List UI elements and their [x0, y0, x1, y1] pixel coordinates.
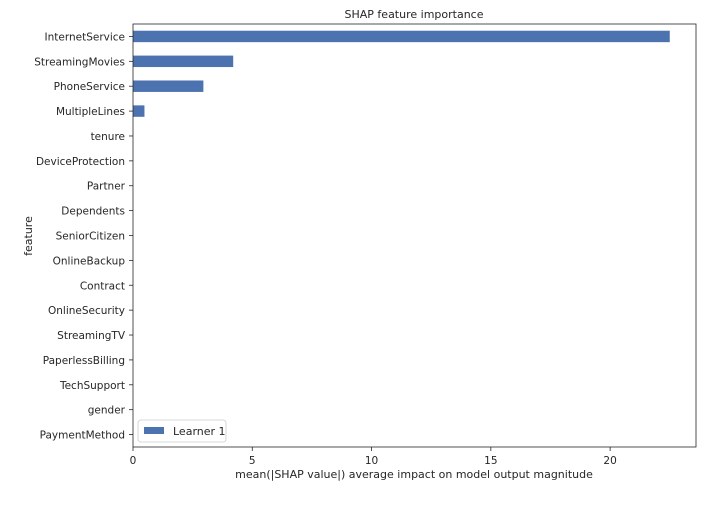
y-tick-label: Partner [87, 181, 126, 193]
y-axis-label: feature [22, 216, 35, 256]
x-tick-label: 15 [484, 455, 497, 467]
bar-MultipleLines [133, 105, 145, 117]
y-tick-label: OnlineSecurity [48, 305, 125, 317]
x-axis-label: mean(|SHAP value|) average impact on mod… [235, 468, 593, 481]
y-tick-label: PaperlessBilling [43, 355, 125, 367]
legend-swatch [144, 427, 164, 434]
y-tick-label: DeviceProtection [36, 156, 125, 168]
y-tick-label: OnlineBackup [53, 255, 126, 267]
x-tick-label: 10 [365, 455, 378, 467]
y-tick-label: TechSupport [59, 380, 125, 392]
x-tick-label: 5 [249, 455, 256, 467]
y-tick-label: StreamingMovies [34, 56, 125, 68]
y-ticks: InternetService StreamingMovies PhoneServi… [34, 31, 133, 442]
x-tick-label: 20 [603, 455, 616, 467]
y-tick-label: InternetService [45, 31, 126, 43]
legend-label: Learner 1 [173, 425, 226, 438]
plot-frame [132, 23, 697, 448]
y-tick-label: PhoneService [54, 81, 125, 93]
y-tick-label: StreamingTV [57, 330, 126, 342]
y-tick-label: gender [88, 405, 126, 417]
bar-PhoneService [133, 80, 204, 92]
bar-InternetService [133, 30, 670, 43]
y-tick-label: SeniorCitizen [56, 231, 125, 243]
y-tick-label: MultipleLines [56, 106, 125, 118]
legend-box [137, 419, 227, 443]
y-tick-label: Dependents [61, 206, 125, 218]
bars-layer [133, 30, 670, 117]
bar-StreamingMovies [133, 55, 234, 68]
x-tick-label: 0 [130, 455, 137, 467]
x-ticks: 0 5 10 15 20 [130, 447, 617, 467]
y-tick-label: PaymentMethod [40, 430, 125, 442]
legend: Learner 1 [137, 419, 227, 443]
y-tick-label: tenure [91, 131, 125, 143]
chart-title: SHAP feature importance [345, 8, 484, 21]
y-tick-label: Contract [80, 280, 125, 292]
